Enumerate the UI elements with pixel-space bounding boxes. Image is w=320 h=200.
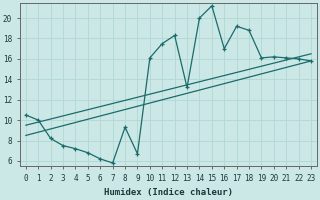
X-axis label: Humidex (Indice chaleur): Humidex (Indice chaleur) [104, 188, 233, 197]
